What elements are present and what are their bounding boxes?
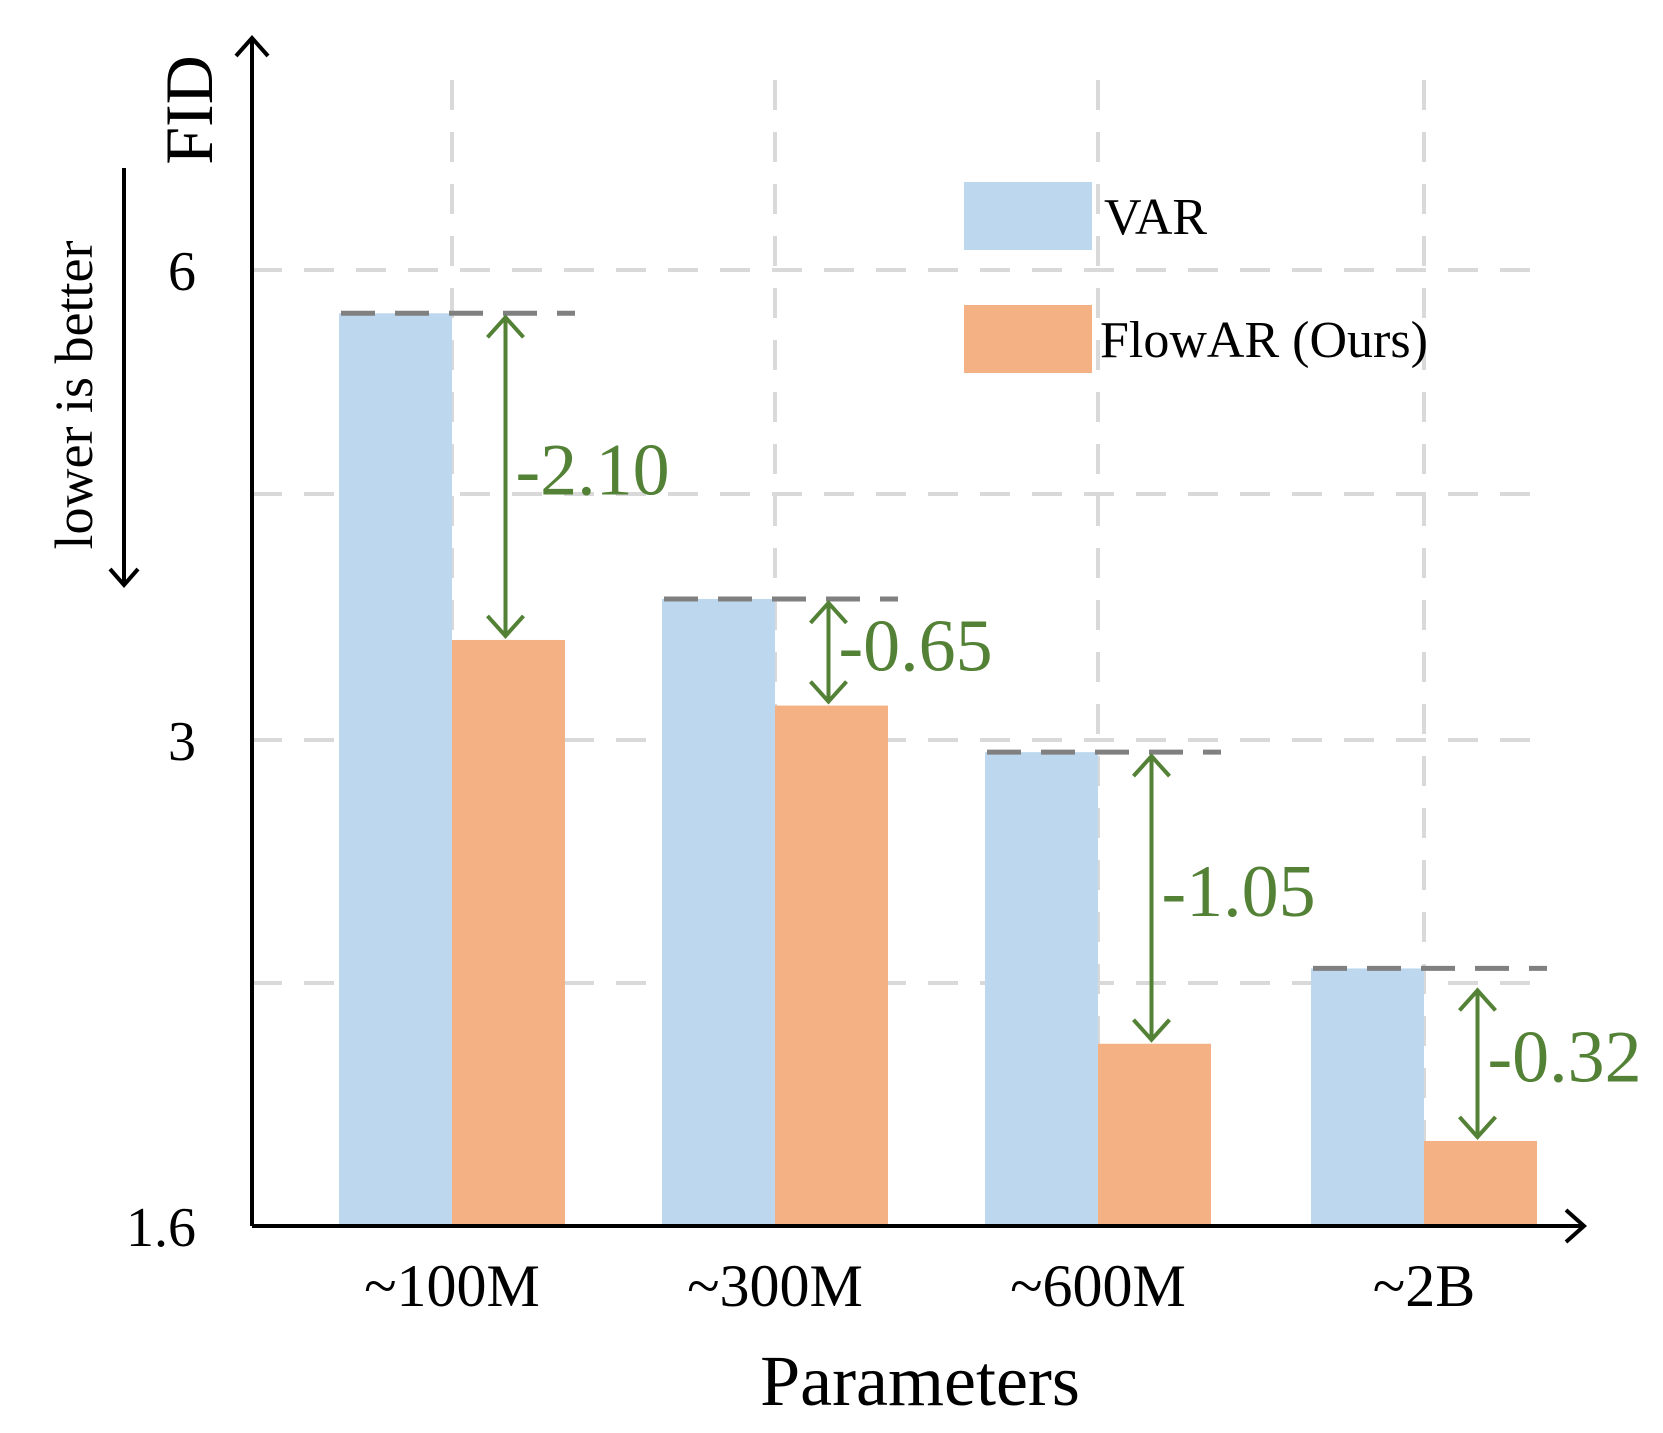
x-tick-label: ~2B [1373,1253,1475,1319]
legend-label-flowar: FlowAR (Ours) [1100,312,1428,369]
y-tick-label: 1.6 [126,1197,196,1259]
difference-label: -2.10 [516,430,670,512]
x-tick-label: ~600M [1010,1253,1186,1319]
legend: VAR FlowAR (Ours) [964,182,1428,373]
difference-arrow-head-bottom [1132,1018,1171,1043]
difference-arrow-head-bottom [486,614,525,639]
legend-label-var: VAR [1104,189,1207,246]
difference-arrow-head-top [486,314,525,339]
x-tick-label: ~300M [687,1253,863,1319]
y-tick-label: 3 [168,711,196,773]
difference-arrow-head-top [1458,987,1497,1012]
bar-flowar [1424,1140,1537,1226]
axis-ticks: 6 3 1.6 ~100M ~300M ~600M ~2B [126,241,1475,1319]
lower-is-better-arrowhead [108,567,140,589]
bars [339,313,1537,1227]
difference-annotations: -2.10 -0.65 -1.05 -0.32 [486,314,1642,1140]
bar-flowar [1098,1043,1211,1226]
bar-var [985,752,1098,1226]
difference-arrow-head-top [809,599,848,625]
difference-label: -0.65 [839,605,993,687]
difference-arrow-head-bottom [1458,1115,1497,1140]
bar-flowar [775,705,888,1226]
reference-lines [341,310,1547,971]
bar-flowar [452,639,565,1226]
difference-arrow [1132,753,1171,1043]
lower-is-better-note: lower is better [44,241,104,550]
y-axis-arrowhead [234,34,270,58]
bar-var [1311,968,1424,1226]
bar-var [662,598,775,1226]
x-axis-label: Parameters [760,1341,1080,1421]
legend-swatch-var [964,182,1092,250]
difference-arrow [1458,987,1497,1140]
difference-label: -1.05 [1162,851,1316,933]
x-tick-label: ~100M [364,1253,540,1319]
difference-arrow [809,599,848,705]
bar-var [339,313,452,1227]
x-axis-arrowhead [1564,1208,1588,1244]
difference-label: -0.32 [1488,1017,1642,1099]
y-axis-label: FID [151,55,227,165]
difference-arrow [486,314,525,639]
difference-arrow-head-top [1132,753,1171,778]
difference-arrow-head-bottom [809,680,848,705]
y-tick-label: 6 [168,241,196,303]
legend-swatch-flowar [964,305,1092,373]
